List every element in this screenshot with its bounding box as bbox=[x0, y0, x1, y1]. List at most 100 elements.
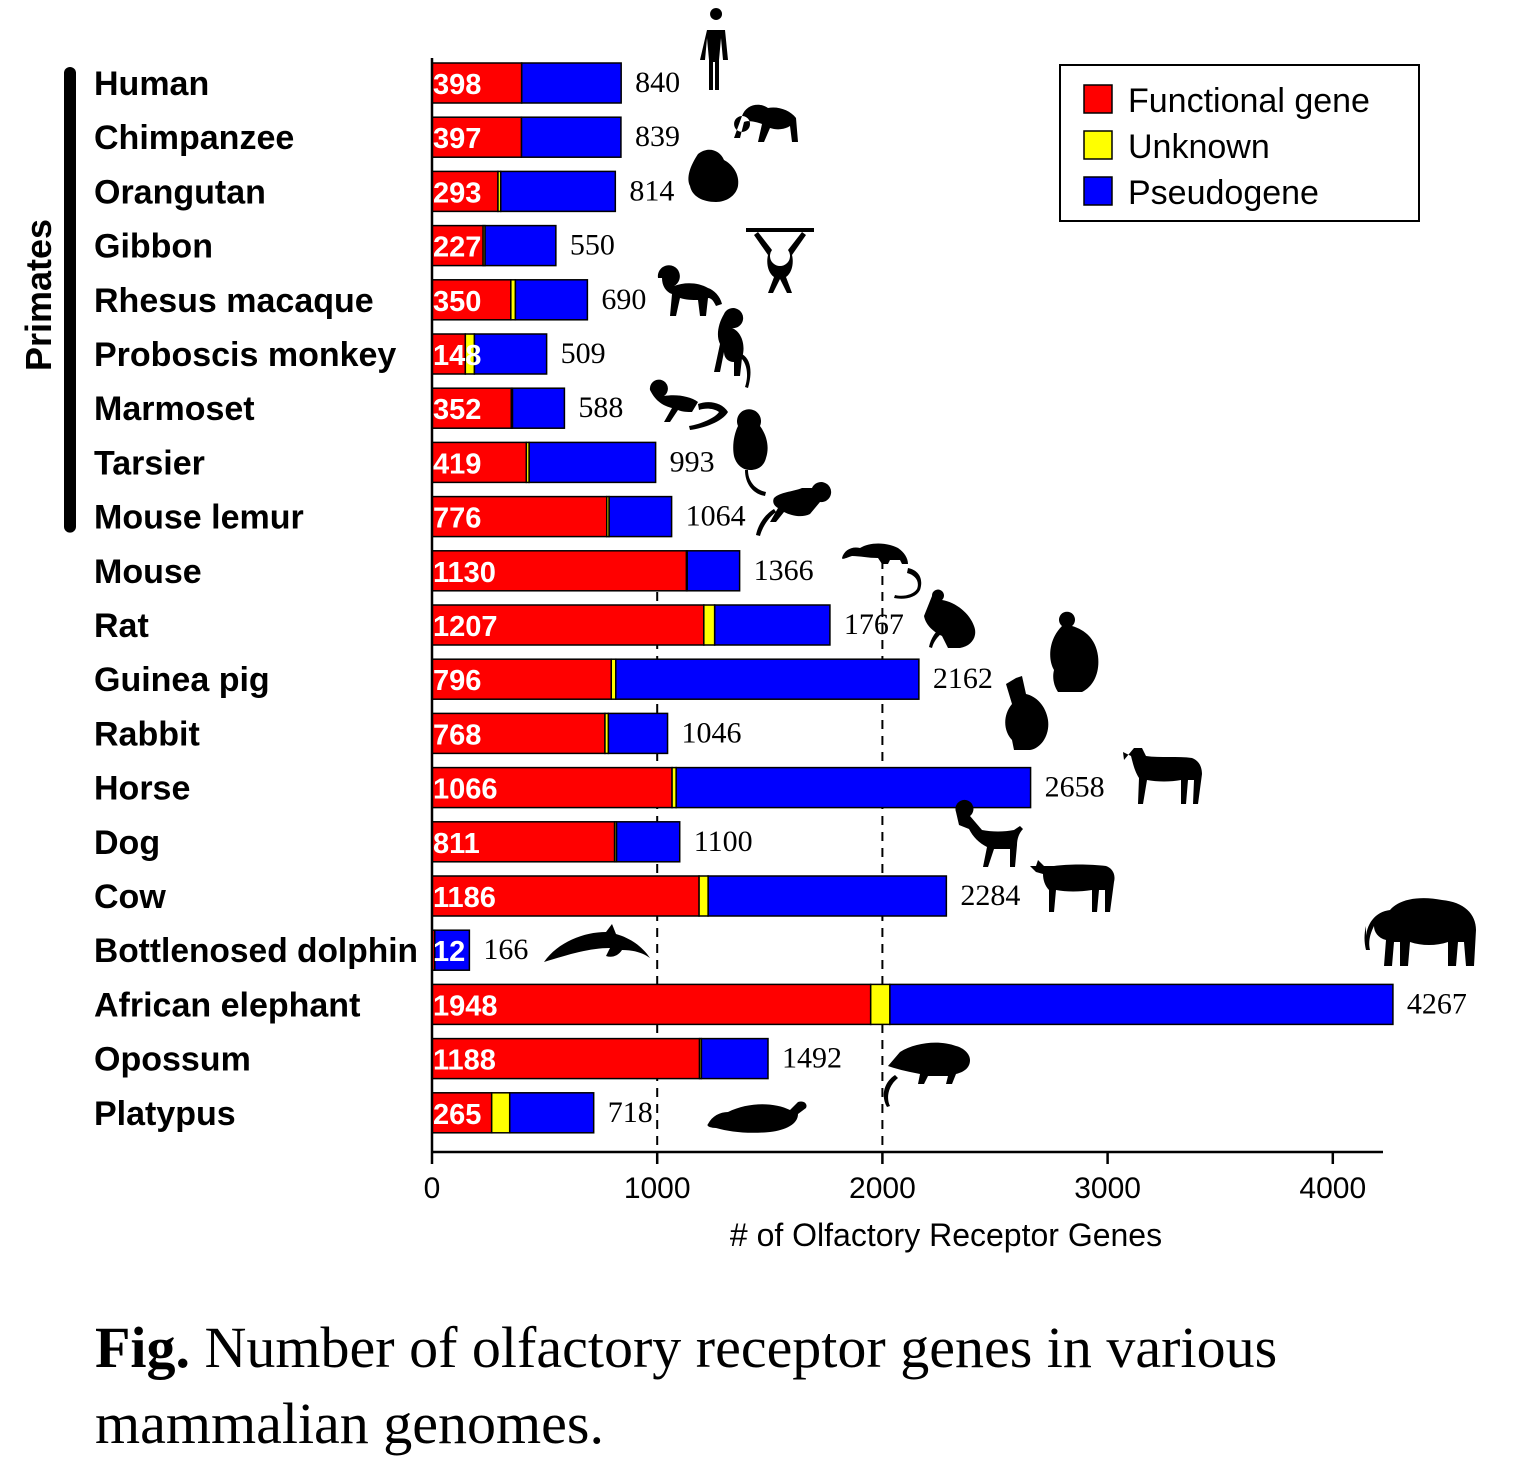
species-label: Proboscis monkey bbox=[94, 336, 396, 374]
orangutan-icon bbox=[688, 149, 739, 202]
pseudogene-bar bbox=[520, 116, 622, 158]
pseudogene-bar bbox=[508, 1092, 595, 1134]
species-label: Platypus bbox=[94, 1095, 236, 1133]
species-label: Rabbit bbox=[94, 715, 200, 753]
mouse-icon bbox=[842, 543, 922, 599]
legend-swatch bbox=[1083, 176, 1113, 206]
pseudogene-bar bbox=[520, 62, 622, 104]
legend-label: Functional gene bbox=[1128, 82, 1370, 120]
pseudogene-bar bbox=[433, 929, 471, 971]
species-labels: Human Chimpanzee Orangutan Gibbon Rhesus mac… bbox=[94, 65, 418, 1133]
total-value-label: 1046 bbox=[682, 716, 742, 749]
functional-bar bbox=[431, 62, 523, 104]
x-tick-label: 3000 bbox=[1074, 1172, 1141, 1205]
pseudogene-bar bbox=[484, 224, 557, 267]
dog-icon bbox=[955, 799, 1023, 867]
pseudogene-bar bbox=[473, 333, 548, 375]
functional-bar bbox=[431, 766, 673, 809]
total-value-label: 2162 bbox=[933, 662, 993, 695]
unknown-bar bbox=[510, 279, 517, 321]
unknown-bar bbox=[869, 983, 891, 1026]
legend: Functional gene Unknown Pseudogene bbox=[1059, 64, 1420, 222]
functional-value-label: 419 bbox=[433, 448, 481, 480]
legend-box bbox=[1059, 64, 1420, 222]
species-label: Horse bbox=[94, 770, 190, 808]
species-label: Gibbon bbox=[94, 228, 213, 266]
total-value-label: 1492 bbox=[782, 1042, 842, 1075]
species-label: Orangutan bbox=[94, 173, 266, 211]
primates-label: Primates bbox=[18, 219, 59, 371]
x-tick-label: 2000 bbox=[849, 1172, 916, 1205]
pseudogene-bar bbox=[607, 712, 669, 755]
unknown-bar bbox=[510, 387, 514, 429]
figure-caption: Fig. Number of olfactory receptor genes … bbox=[95, 1310, 1475, 1462]
total-value-label: 718 bbox=[608, 1096, 653, 1129]
rabbit-icon bbox=[1005, 676, 1049, 750]
functional-value-label: 227 bbox=[433, 232, 481, 264]
species-label: Bottlenosed dolphin bbox=[94, 932, 418, 970]
unknown-bar bbox=[698, 1037, 703, 1080]
pseudogene-bar bbox=[700, 1037, 769, 1080]
unknown-bar bbox=[606, 495, 610, 538]
marmoset-icon bbox=[649, 379, 728, 430]
species-label: Guinea pig bbox=[94, 661, 270, 699]
functional-bar bbox=[431, 983, 872, 1026]
cow-icon bbox=[1030, 860, 1115, 912]
species-label: Dog bbox=[94, 824, 160, 862]
functional-bar bbox=[431, 658, 613, 700]
silhouettes bbox=[544, 8, 1476, 1133]
mouse-lemur-icon bbox=[756, 482, 832, 536]
total-value-label: 4267 bbox=[1407, 987, 1467, 1020]
primates-bracket: Primates bbox=[18, 67, 76, 533]
unknown-bar bbox=[525, 441, 530, 484]
human-icon bbox=[700, 8, 728, 90]
species-label: Chimpanzee bbox=[94, 119, 294, 157]
total-value-label: 2658 bbox=[1045, 771, 1105, 804]
x-axis: 0 1000 2000 3000 4000 # of Olfactory Receptor… bbox=[424, 58, 1383, 1253]
macaque-icon bbox=[657, 265, 722, 316]
total-value-label: 1064 bbox=[686, 500, 746, 533]
species-label: Marmoset bbox=[94, 390, 255, 428]
species-label: Rhesus macaque bbox=[94, 282, 374, 320]
pseudogene-bar bbox=[615, 658, 920, 700]
unknown-bar bbox=[698, 875, 709, 917]
gibbon-icon bbox=[746, 228, 814, 293]
functional-value-label: 811 bbox=[433, 828, 480, 860]
total-value-label: 1100 bbox=[694, 825, 753, 858]
primates-bar bbox=[64, 67, 76, 533]
pseudogene-bar bbox=[707, 875, 948, 917]
functional-value-label: 352 bbox=[433, 394, 481, 426]
pseudogene-bar bbox=[608, 495, 673, 538]
total-value-label: 2284 bbox=[960, 879, 1020, 912]
tarsier-icon bbox=[733, 409, 768, 496]
functional-bar bbox=[431, 821, 616, 863]
dolphin-icon bbox=[544, 924, 650, 962]
total-value-label: 690 bbox=[601, 283, 646, 316]
functional-value-label: 1948 bbox=[433, 990, 498, 1022]
species-label: Mouse lemur bbox=[94, 499, 304, 537]
pseudogene-bar bbox=[889, 983, 1394, 1026]
unknown-bar bbox=[613, 821, 618, 863]
total-value-label: 993 bbox=[670, 445, 715, 478]
pseudogene-bar bbox=[713, 604, 831, 646]
species-label: African elephant bbox=[94, 986, 360, 1024]
legend-swatch bbox=[1083, 130, 1113, 160]
caption-text: Number of olfactory receptor genes in va… bbox=[95, 1315, 1278, 1456]
functional-value-label: 398 bbox=[433, 69, 481, 101]
guinea-pig-icon bbox=[1050, 611, 1099, 692]
x-tick-label: 1000 bbox=[624, 1172, 691, 1205]
horse-icon bbox=[1123, 748, 1202, 804]
total-value-label: 588 bbox=[578, 391, 623, 424]
elephant-icon bbox=[1364, 898, 1476, 966]
unknown-bar bbox=[464, 333, 476, 375]
unknown-bar bbox=[610, 658, 617, 700]
functional-value-label: 768 bbox=[433, 719, 481, 751]
legend-label: Pseudogene bbox=[1128, 174, 1319, 212]
unknown-bar bbox=[671, 766, 677, 809]
total-value-label: 814 bbox=[629, 174, 674, 207]
unknown-bar bbox=[604, 712, 610, 755]
bars: 398 840 397 839 293 814 227 550 350 690 148 509 352 5… bbox=[431, 62, 1467, 1134]
olfactory-receptor-chart: 398 840 397 839 293 814 227 550 350 690 148 509 352 5… bbox=[18, 8, 1476, 1253]
functional-value-label: 397 bbox=[433, 123, 481, 155]
rat-icon bbox=[924, 589, 976, 648]
